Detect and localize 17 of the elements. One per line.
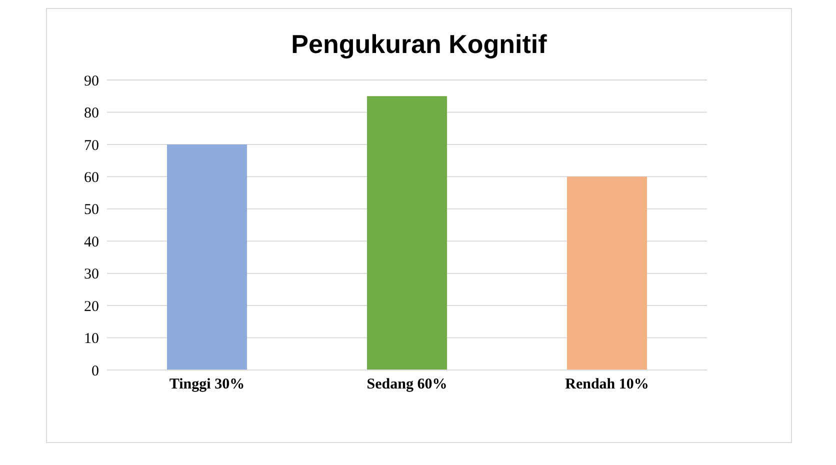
y-tick-label: 30 <box>84 266 99 283</box>
y-tick-label: 60 <box>84 170 99 186</box>
y-tick-label: 80 <box>84 106 99 122</box>
y-tick-label: 10 <box>84 331 99 348</box>
y-tick-label: 50 <box>84 202 99 218</box>
y-tick-label: 70 <box>84 138 99 154</box>
y-tick-label: 0 <box>92 363 99 380</box>
bar <box>367 96 447 370</box>
y-tick-label: 20 <box>84 298 99 315</box>
y-tick-label: 90 <box>84 73 99 90</box>
x-tick-label: Tinggi 30% <box>169 376 245 393</box>
bar <box>167 144 247 370</box>
y-tick-label: 40 <box>84 234 99 250</box>
bar <box>567 176 647 370</box>
x-tick-label: Rendah 10% <box>565 376 649 393</box>
chart-title: Pengukuran Kognitif <box>290 29 548 60</box>
x-tick-label: Sedang 60% <box>366 376 448 393</box>
